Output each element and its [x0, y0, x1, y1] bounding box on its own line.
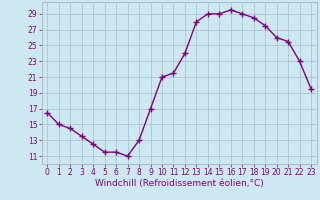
X-axis label: Windchill (Refroidissement éolien,°C): Windchill (Refroidissement éolien,°C) [95, 179, 264, 188]
